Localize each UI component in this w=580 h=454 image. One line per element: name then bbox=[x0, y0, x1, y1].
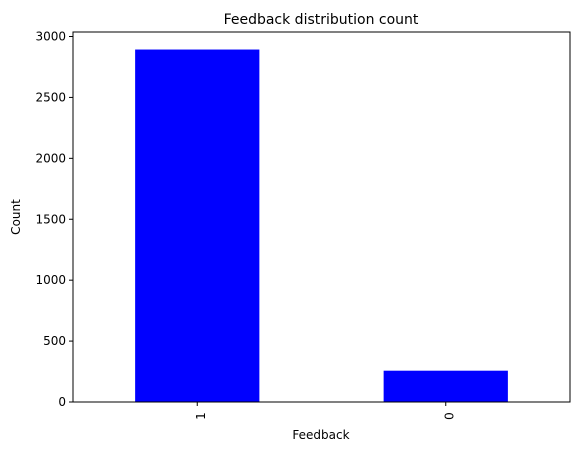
y-tick-label-1500: 1500 bbox=[35, 212, 66, 226]
bar-1 bbox=[135, 49, 260, 402]
y-tick-label-1000: 1000 bbox=[35, 273, 66, 287]
chart-title: Feedback distribution count bbox=[224, 12, 419, 28]
x-axis-title: Feedback bbox=[292, 428, 349, 442]
y-axis-title: Count bbox=[9, 199, 23, 235]
y-tick-label-0: 0 bbox=[58, 395, 66, 409]
y-tick-label-2500: 2500 bbox=[35, 90, 66, 104]
y-tick-label-3000: 3000 bbox=[35, 30, 66, 44]
x-tick-label-1: 1 bbox=[194, 412, 208, 420]
y-tick-label-2000: 2000 bbox=[35, 151, 66, 165]
bars bbox=[135, 49, 508, 402]
y-tick-label-500: 500 bbox=[43, 334, 66, 348]
y-axis: 0 500 1000 1500 2000 2500 3000 bbox=[35, 30, 73, 409]
plot-frame bbox=[72, 31, 571, 403]
x-tick-label-0: 0 bbox=[442, 412, 456, 420]
bar-0 bbox=[383, 370, 508, 402]
